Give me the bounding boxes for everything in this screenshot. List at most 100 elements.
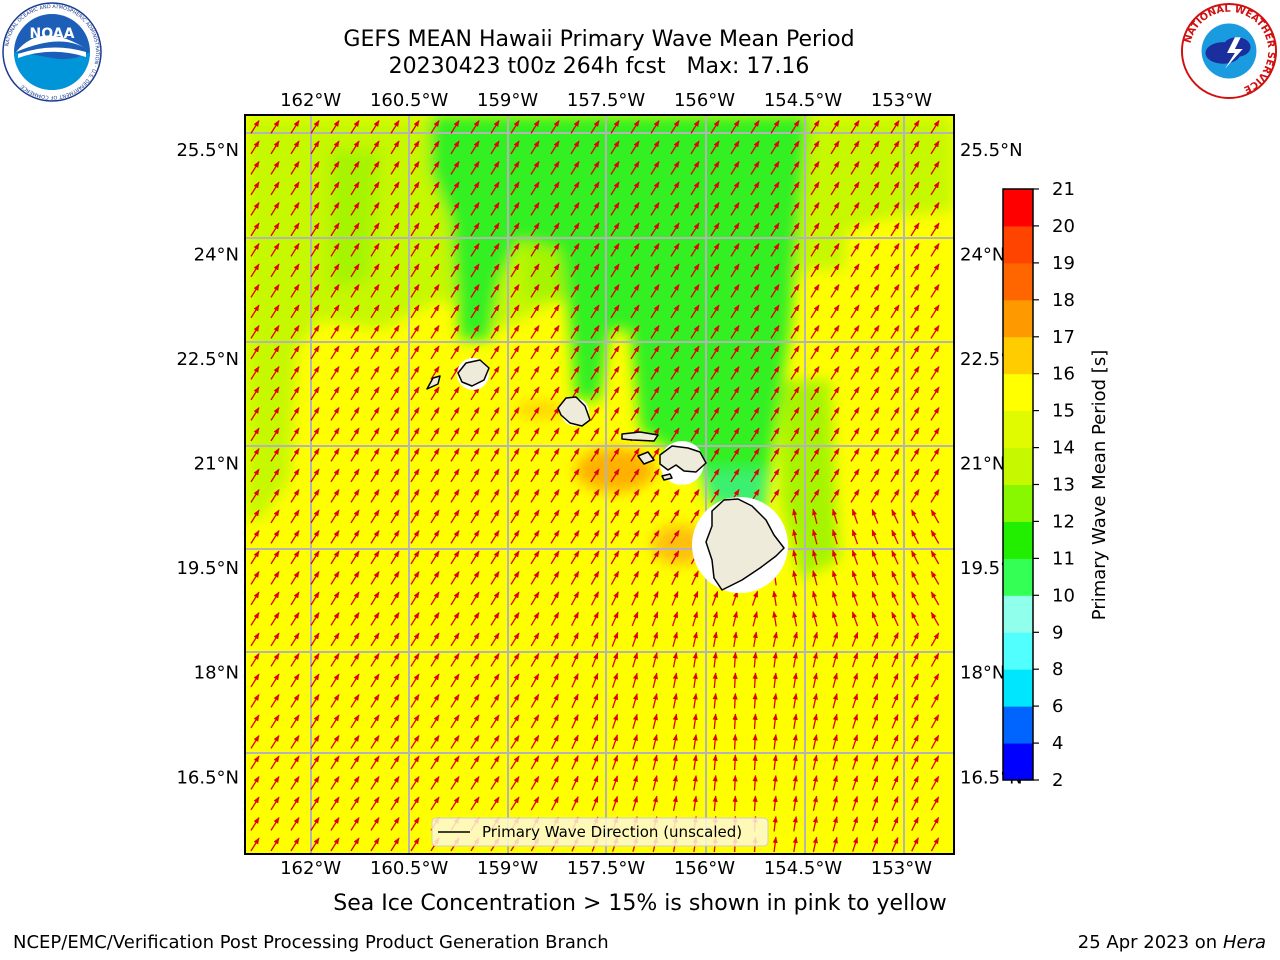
wave-direction-arrow (712, 733, 718, 750)
wave-direction-arrow (730, 407, 740, 421)
wave-direction-arrow (792, 549, 798, 565)
wave-direction-arrow (350, 386, 360, 401)
wave-direction-arrow (750, 386, 760, 401)
wave-direction-arrow (670, 550, 680, 565)
wave-direction-arrow (470, 181, 480, 196)
wave-direction-arrow (850, 468, 860, 483)
wave-direction-arrow (850, 427, 860, 442)
wave-direction-arrow (510, 735, 520, 749)
wave-direction-arrow (930, 714, 940, 729)
wave-direction-arrow (570, 120, 580, 134)
x-tick-label-top: 159°W (477, 90, 538, 111)
wave-direction-arrow (850, 222, 860, 237)
wave-direction-arrow (690, 140, 700, 155)
wave-direction-arrow (710, 263, 720, 278)
wave-direction-arrow (330, 120, 340, 134)
wave-direction-arrow (470, 427, 480, 442)
wave-direction-arrow (370, 571, 380, 585)
wave-direction-arrow (730, 325, 740, 339)
wave-direction-arrow (672, 733, 678, 750)
wave-direction-arrow (611, 591, 619, 606)
wave-direction-arrow (290, 591, 300, 606)
wave-direction-arrow (490, 263, 500, 278)
wave-direction-arrow (290, 345, 300, 360)
wave-direction-arrow (670, 304, 680, 319)
wave-direction-arrow (590, 181, 600, 196)
wave-direction-arrow (550, 611, 560, 626)
wave-direction-arrow (750, 243, 760, 257)
wave-direction-arrow (350, 325, 360, 339)
wave-direction-arrow (590, 202, 600, 216)
wave-direction-arrow (770, 366, 780, 380)
wave-direction-arrow (330, 386, 340, 401)
wave-direction-arrow (610, 427, 620, 442)
wave-direction-arrow (450, 673, 460, 688)
wave-direction-arrow (450, 161, 460, 175)
wave-direction-arrow (370, 243, 380, 257)
wave-direction-arrow (370, 612, 380, 626)
wave-direction-arrow (530, 530, 540, 544)
wave-direction-arrow (750, 427, 760, 442)
wave-direction-arrow (850, 386, 860, 401)
wave-direction-arrow (571, 673, 579, 688)
wave-direction-arrow (570, 243, 580, 257)
y-tick-label-left: 16.5°N (176, 767, 239, 788)
wave-direction-arrow (772, 672, 778, 688)
wave-direction-arrow (550, 489, 560, 503)
wave-direction-arrow (490, 632, 500, 647)
wave-direction-arrow (470, 345, 480, 360)
wave-direction-arrow (530, 571, 540, 585)
wave-direction-arrow (290, 243, 300, 257)
wave-direction-arrow (390, 161, 400, 175)
wave-direction-arrow (510, 612, 520, 626)
wave-direction-arrow (310, 140, 320, 155)
wave-direction-arrow (911, 570, 919, 585)
wave-direction-arrow (590, 140, 600, 155)
wave-direction-arrow (790, 345, 800, 360)
wave-direction-arrow (270, 407, 280, 421)
y-tick-label-left: 22.5°N (176, 349, 239, 370)
wave-direction-arrow (690, 202, 700, 216)
colorbar: 2 4 6 8 9 10 11 12 13 14 15 16 17 18 19 20 21 (1002, 179, 1075, 791)
wave-direction-arrow (652, 693, 658, 709)
wave-direction-arrow (250, 694, 260, 708)
wave-direction-arrow (350, 222, 360, 237)
wave-direction-arrow (711, 590, 719, 606)
wave-direction-arrow (310, 427, 320, 442)
wave-direction-arrow (370, 263, 380, 278)
wave-direction-arrow (470, 530, 480, 544)
wave-direction-arrow (730, 222, 740, 237)
wave-direction-arrow (910, 345, 920, 360)
wave-direction-arrow (610, 304, 620, 319)
wave-direction-arrow (310, 714, 320, 729)
wave-direction-arrow (850, 325, 860, 339)
wave-direction-arrow (530, 161, 540, 175)
wave-direction-arrow (770, 489, 780, 503)
wave-direction-arrow (270, 202, 280, 216)
wave-direction-arrow (590, 345, 600, 360)
wave-direction-arrow (510, 427, 520, 442)
wave-direction-arrow (530, 714, 540, 729)
wave-direction-arrow (871, 632, 879, 647)
wave-direction-arrow (750, 263, 760, 278)
wave-direction-arrow (490, 612, 500, 626)
wave-direction-arrow (430, 591, 440, 606)
wave-direction-arrow (530, 386, 540, 401)
wave-direction-arrow (830, 468, 840, 483)
wave-direction-arrow (930, 161, 940, 175)
wave-direction-arrow (930, 407, 940, 421)
wave-direction-arrow (350, 161, 360, 175)
wave-direction-arrow (490, 284, 500, 298)
wave-direction-arrow (390, 632, 400, 647)
wave-direction-arrow (891, 550, 899, 565)
wave-direction-arrow (470, 509, 480, 524)
wave-direction-arrow (650, 509, 660, 524)
wave-direction-arrow (830, 448, 840, 462)
wave-direction-arrow (330, 673, 340, 688)
wave-direction-arrow (710, 345, 720, 360)
wave-direction-arrow (350, 243, 360, 257)
wave-direction-arrow (430, 653, 440, 667)
wave-direction-arrow (650, 407, 660, 421)
wave-direction-arrow (390, 202, 400, 216)
